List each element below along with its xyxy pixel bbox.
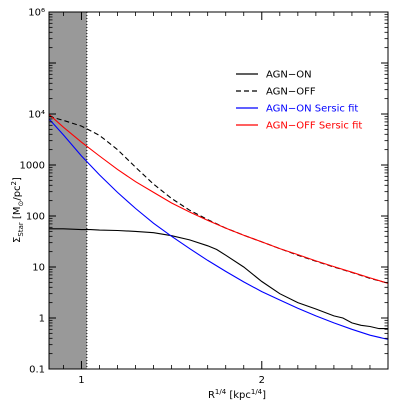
legend-label-1: AGN−ON — [266, 70, 312, 81]
plot-frame — [48, 11, 389, 370]
x-axis-label: R1/4 [kpc1/4] — [208, 388, 266, 401]
y-tick-label: 10⁴ — [28, 110, 45, 121]
y-tick-label: 10⁶ — [28, 8, 45, 19]
legend-label-3: AGN−ON Sersic fit — [266, 104, 358, 115]
x-tick-label: 2 — [259, 375, 265, 386]
y-tick-label: 0.1 — [29, 365, 45, 376]
series-line-1 — [49, 228, 388, 330]
y-axis-label: ΣStar [M⊙/pc2] — [10, 177, 25, 243]
legend: AGN−ON AGN−OFF AGN−ON Sersic fit AGN−OFF Se… — [236, 70, 362, 132]
legend-label-4: AGN−OFF Sersic fit — [266, 121, 362, 132]
plot-frame-group — [48, 11, 389, 370]
ticks-group: 0.1 1 10 100 1000 10⁴ 10⁶ 1 2 — [20, 8, 389, 386]
shaded-region-group — [49, 12, 88, 369]
x-tick-label: 1 — [78, 375, 84, 386]
series-line-4 — [49, 113, 388, 284]
y-tick-label: 1000 — [20, 161, 45, 172]
y-tick-label: 10 — [32, 263, 45, 274]
series-line-3 — [49, 118, 388, 340]
series-line-2 — [49, 115, 388, 284]
legend-label-2: AGN−OFF — [266, 87, 316, 98]
y-tick-label: 1 — [39, 314, 45, 325]
y-tick-label: 100 — [26, 212, 45, 223]
series-group — [49, 113, 388, 340]
shaded-region — [49, 12, 87, 369]
